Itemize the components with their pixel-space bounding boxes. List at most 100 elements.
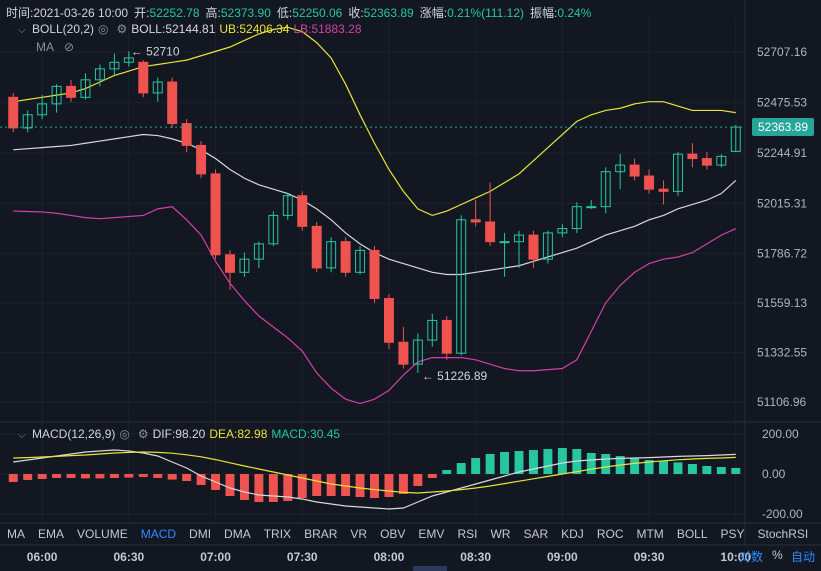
ohlc-header: 时间:2021-03-26 10:00 开:52252.78 高:52373.90 低… (6, 4, 597, 21)
macd-value: MACD:30.45 (271, 427, 341, 441)
tab-dma[interactable]: DMA (224, 527, 251, 541)
collapse-chevron-icon[interactable]: ⌵ (18, 430, 26, 441)
macd-hist-bar (427, 474, 437, 478)
candle-body (51, 85, 62, 105)
amplitude-label: 振幅: (530, 6, 558, 20)
macd-hist-bar (370, 474, 379, 498)
tab-brar[interactable]: BRAR (304, 527, 338, 541)
candle-body (687, 153, 698, 160)
macd-hist-bar (398, 474, 408, 494)
tab-stochrsi[interactable]: StochRSI (757, 527, 809, 541)
macd-tick-label: -200.00 (762, 507, 803, 521)
tab-roc[interactable]: ROC (596, 527, 624, 541)
eye-hidden-icon[interactable]: ⊘ (64, 40, 75, 54)
candle-body (571, 206, 582, 230)
candle-body (528, 234, 539, 260)
candle-body (123, 57, 134, 63)
tab-obv[interactable]: OBV (380, 527, 406, 541)
candle-body (557, 228, 568, 234)
gear-icon[interactable]: ⚙ (137, 427, 149, 441)
macd-hist-bar (485, 454, 495, 474)
low-value: 52250.06 (292, 6, 343, 20)
tab-sar[interactable]: SAR (523, 527, 549, 541)
price-tick-label: 52475.53 (757, 96, 807, 110)
candle-body (196, 144, 207, 175)
macd-hist-bar (283, 474, 293, 501)
macd-label: MACD(12,26,9) (32, 427, 116, 441)
auto-scale-toggle[interactable]: 自动 (791, 550, 816, 564)
time-tick-label: 08:00 (374, 550, 405, 564)
tab-emv[interactable]: EMV (418, 527, 445, 541)
low-label: 低: (276, 6, 293, 20)
candle-body (470, 219, 481, 223)
candle-body (22, 114, 33, 129)
boll-label: BOLL(20,2) (32, 22, 95, 36)
candle-body (311, 225, 322, 269)
candle-body (441, 319, 452, 354)
candle-body (456, 219, 467, 354)
macd-hist-bar (312, 474, 322, 496)
tab-macd[interactable]: MACD (140, 527, 177, 541)
tab-ma[interactable]: MA (7, 527, 25, 541)
candle-body (80, 79, 91, 98)
tab-rsi[interactable]: RSI (457, 527, 478, 541)
tab-kdj[interactable]: KDJ (561, 527, 584, 541)
macd-hist-bar (23, 474, 33, 480)
candle-body (412, 339, 423, 365)
boll-ub-line (13, 26, 736, 217)
macd-hist-bar (514, 451, 524, 474)
gear-icon[interactable]: ⚙ (116, 22, 128, 36)
candle-body (8, 96, 19, 129)
macd-dea-line (13, 451, 736, 494)
tab-wr[interactable]: WR (490, 527, 511, 541)
tab-volume[interactable]: VOLUME (77, 527, 128, 541)
log-scale-toggle[interactable]: 对数 (739, 550, 764, 564)
candle-body (499, 241, 510, 244)
candle-body (615, 164, 626, 173)
tab-psy[interactable]: PSY (720, 527, 745, 541)
collapse-chevron-icon[interactable]: ⌵ (18, 25, 26, 36)
candle-body (167, 81, 178, 125)
macd-tick-label: 200.00 (762, 427, 799, 441)
price-tick-label: 52015.31 (757, 196, 807, 210)
candle-body (66, 85, 77, 98)
eye-icon[interactable]: ◎ (98, 22, 109, 36)
change-label: 涨幅: (419, 6, 448, 20)
price-tick-label: 51332.55 (757, 346, 807, 360)
macd-dea: DEA:82.98 (209, 427, 268, 441)
macd-hist-bar (326, 474, 336, 496)
tab-ema[interactable]: EMA (38, 527, 65, 541)
macd-hist-bar (601, 454, 611, 474)
macd-hist-bar (109, 474, 119, 478)
macd-hist-bar (442, 470, 452, 474)
tab-boll[interactable]: BOLL (676, 527, 708, 541)
candle-body (383, 298, 394, 343)
candle-body (629, 164, 640, 177)
tab-trix[interactable]: TRIX (263, 527, 292, 541)
macd-hist-bar (81, 474, 90, 479)
macd-hist-bar (659, 461, 668, 474)
tab-dmi[interactable]: DMI (189, 527, 212, 541)
high-value: 52373.90 (220, 6, 271, 20)
candle-body (514, 234, 524, 243)
macd-hist-bar (95, 474, 105, 479)
candle-body (94, 68, 105, 81)
candle-body (672, 153, 683, 192)
macd-hist-bar (239, 474, 249, 500)
tab-vr[interactable]: VR (350, 527, 368, 541)
macd-dif: DIF:98.20 (152, 427, 206, 441)
tab-mtm[interactable]: MTM (636, 527, 664, 541)
time-tick-label: 08:30 (460, 550, 491, 564)
candle-body (138, 61, 149, 94)
macd-hist-bar (66, 474, 76, 478)
close-label: 收: (348, 6, 364, 20)
percent-scale-toggle[interactable]: % (772, 548, 783, 562)
time-tick-label: 09:30 (634, 550, 665, 564)
macd-hist-bar (297, 474, 307, 498)
eye-icon[interactable]: ◎ (119, 427, 130, 441)
macd-hist-bar (500, 452, 510, 474)
boll-lb: LB:51883.28 (293, 22, 362, 36)
price-tick-label: 52244.91 (757, 146, 807, 160)
scroll-handle (413, 566, 447, 571)
